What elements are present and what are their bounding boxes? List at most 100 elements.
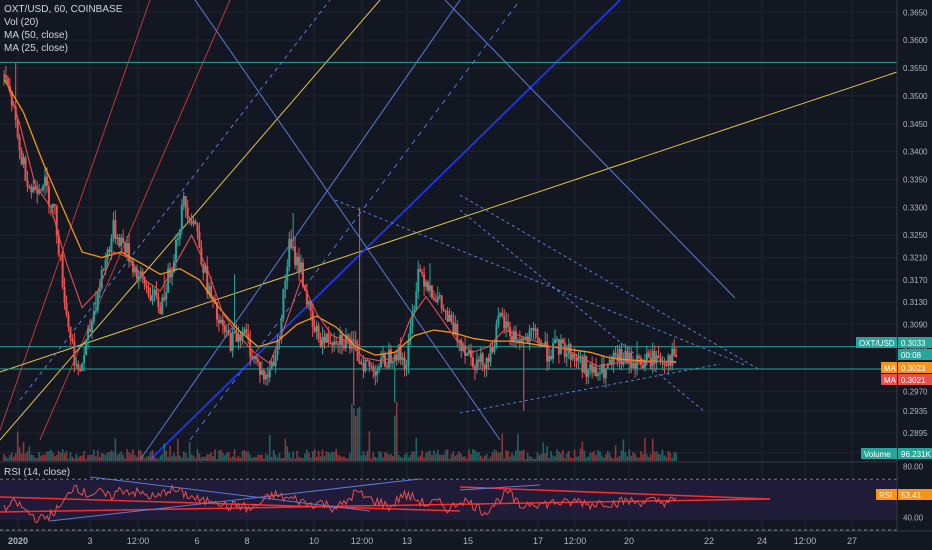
candle-body (92, 311, 95, 323)
candle-body (16, 120, 19, 138)
candle-body (194, 221, 197, 225)
volume-bar (479, 455, 482, 461)
candle-body (88, 328, 91, 333)
rsi-line (3, 484, 677, 524)
candle-body (397, 345, 400, 361)
volume-bar (483, 455, 486, 461)
rsi-indicator-label[interactable]: RSI (14, close) (4, 467, 71, 478)
volume-bar (311, 451, 314, 461)
candle-body (647, 352, 650, 358)
grid (0, 0, 897, 530)
volume-bar (558, 451, 560, 461)
candle-body (59, 254, 62, 256)
volume-bar (104, 454, 107, 461)
volume-bar (454, 456, 457, 461)
candle-body (419, 268, 422, 273)
volume-bar (3, 454, 5, 461)
candle-body (235, 331, 238, 342)
volume-bar (16, 431, 19, 461)
volume-bar (575, 456, 578, 461)
volume-bar (542, 442, 545, 461)
volume-bar (429, 450, 431, 461)
candle-body (14, 106, 17, 121)
candle-body (112, 220, 115, 239)
volume-bar (169, 445, 171, 461)
volume-indicator-label[interactable]: Vol (20) (4, 17, 39, 28)
volume-bar (436, 449, 439, 461)
volume-bar (632, 452, 634, 461)
time-tick-label: 6 (194, 536, 199, 546)
candle-body (288, 238, 291, 267)
volume-bar (526, 452, 529, 461)
ma50-indicator-label[interactable]: MA (50, close) (4, 30, 68, 41)
volume-bar (544, 453, 547, 461)
candle-body (44, 176, 47, 186)
ma50-badge-tag (881, 362, 897, 373)
candle-body (276, 339, 279, 355)
volume-bar (403, 454, 406, 461)
volume-bar (399, 456, 402, 461)
volume-bar (395, 402, 398, 461)
volume-bar (202, 456, 205, 461)
candle-body (667, 355, 670, 366)
symbol-title[interactable]: OXT/USD, 60, COINBASE (4, 4, 123, 15)
volume-bar (173, 452, 175, 461)
candle-body (423, 274, 426, 287)
candle-body (602, 363, 605, 379)
candle-body (546, 341, 549, 362)
volume-bar (216, 458, 218, 461)
volume-bar (360, 455, 363, 461)
candle-body (307, 301, 310, 305)
candle-body (20, 150, 23, 165)
volume-bar (638, 457, 640, 461)
time-tick-label: 12:00 (127, 536, 150, 546)
candle-body (159, 307, 162, 314)
rsi-badge-tag (876, 489, 897, 500)
candle-body (636, 356, 639, 369)
candle-body (241, 333, 244, 341)
volume-bar (507, 451, 509, 461)
time-tick-label: 12:00 (351, 536, 374, 546)
rsi-tick-label: 80.00 (903, 463, 924, 472)
volume-bar (325, 451, 328, 461)
volume-bar (198, 453, 201, 461)
candle-body (163, 297, 166, 300)
candle-body (497, 315, 500, 325)
candle-body (83, 355, 86, 363)
volume-bar (522, 449, 525, 461)
volume-bar (501, 433, 504, 461)
candle-body (251, 356, 254, 359)
candle-body (372, 366, 375, 372)
volume-bar (208, 454, 210, 461)
candle-body (153, 289, 156, 295)
volume-bar (380, 452, 382, 461)
ma25-indicator-label[interactable]: MA (25, close) (4, 43, 68, 54)
candle-body (219, 319, 222, 323)
candle-body (274, 354, 277, 367)
volume-bar (655, 451, 658, 461)
rsi-tick-label: 40.00 (903, 513, 924, 522)
volume-bar (194, 458, 197, 461)
volume-bar (489, 456, 492, 461)
volume-bar (231, 456, 234, 461)
candle-body (446, 310, 449, 322)
candle-body (317, 325, 320, 340)
candle-body (475, 359, 478, 371)
time-tick-label: 24 (757, 536, 767, 546)
volume-bar (552, 455, 554, 461)
candle-body (26, 180, 29, 187)
candle-body (487, 358, 490, 362)
candle-body (550, 356, 553, 360)
candle-body (292, 246, 295, 249)
candle-body (411, 312, 414, 327)
candle-body (468, 350, 471, 354)
candle-body (384, 354, 387, 367)
volume-bar (345, 457, 347, 461)
volume-bar (132, 449, 134, 461)
candle-body (237, 334, 240, 342)
candle-body (67, 314, 70, 328)
candle-body (405, 365, 408, 369)
time-tick-label: 15 (463, 536, 473, 546)
candle-body (495, 324, 498, 347)
